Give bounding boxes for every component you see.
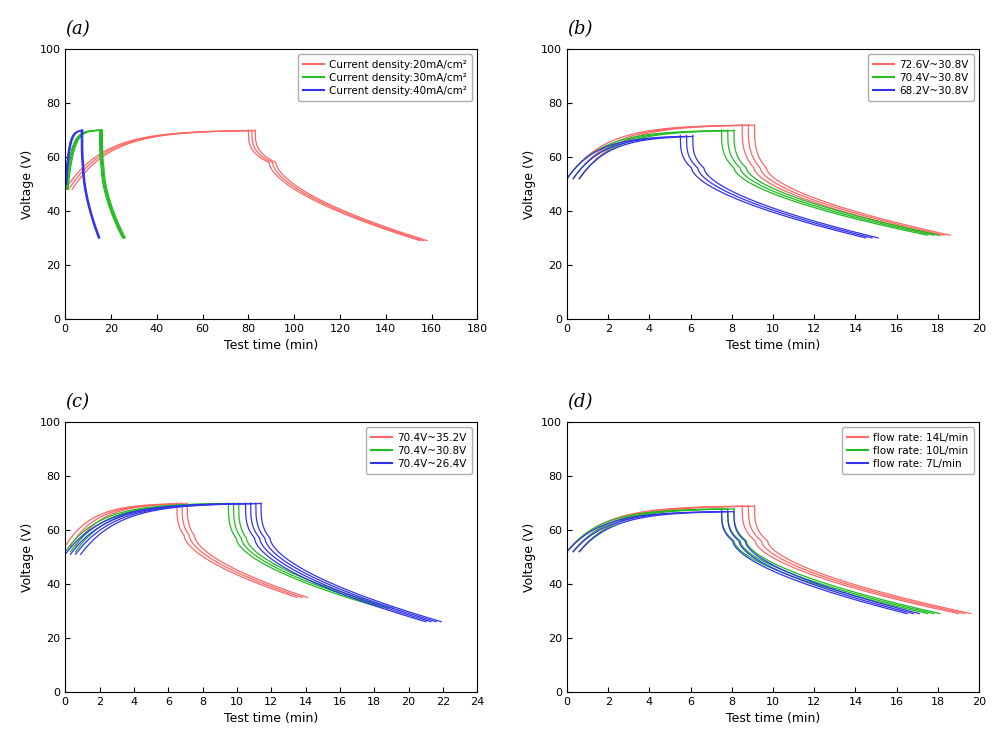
Text: (a): (a) [65, 20, 90, 39]
Y-axis label: Voltage (V): Voltage (V) [523, 522, 536, 592]
Y-axis label: Voltage (V): Voltage (V) [21, 149, 34, 219]
Text: (b): (b) [567, 20, 592, 39]
X-axis label: Test time (min): Test time (min) [726, 712, 820, 725]
Legend: 72.6V~30.8V, 70.4V~30.8V, 68.2V~30.8V: 72.6V~30.8V, 70.4V~30.8V, 68.2V~30.8V [868, 54, 974, 101]
Text: (d): (d) [567, 393, 592, 412]
Legend: Current density:20mA/cm², Current density:30mA/cm², Current density:40mA/cm²: Current density:20mA/cm², Current densit… [298, 54, 472, 101]
Y-axis label: Voltage (V): Voltage (V) [523, 149, 536, 219]
X-axis label: Test time (min): Test time (min) [225, 339, 318, 352]
Legend: flow rate: 14L/min, flow rate: 10L/min, flow rate: 7L/min: flow rate: 14L/min, flow rate: 10L/min, … [842, 427, 974, 474]
X-axis label: Test time (min): Test time (min) [225, 712, 318, 725]
Legend: 70.4V~35.2V, 70.4V~30.8V, 70.4V~26.4V: 70.4V~35.2V, 70.4V~30.8V, 70.4V~26.4V [367, 427, 472, 474]
Y-axis label: Voltage (V): Voltage (V) [21, 522, 34, 592]
X-axis label: Test time (min): Test time (min) [726, 339, 820, 352]
Text: (c): (c) [65, 393, 90, 412]
